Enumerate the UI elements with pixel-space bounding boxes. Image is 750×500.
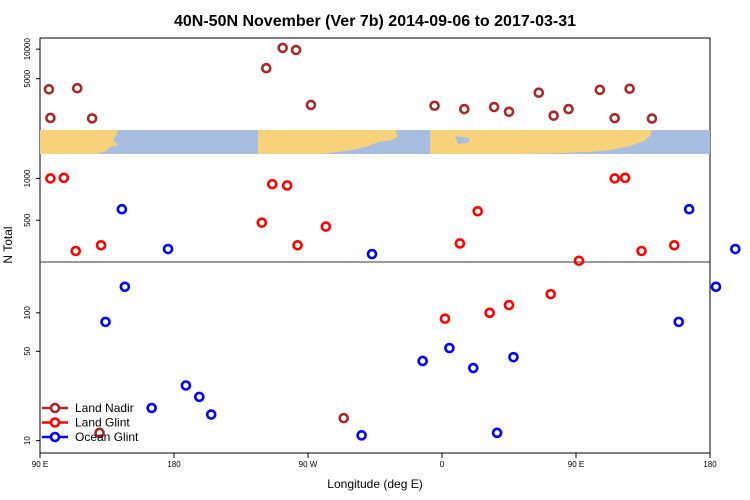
point-land-glint	[484, 307, 495, 319]
legend-marker-land-glint	[49, 417, 61, 428]
y-axis: 10 50 100 500 1000 5000 10000	[23, 38, 40, 445]
legend-label-land-glint: Land Glint	[75, 416, 130, 430]
point-land-glint	[609, 173, 621, 184]
point-land-nadir	[594, 84, 606, 96]
point-ocean-glint	[710, 281, 722, 293]
point-land-nadir	[305, 99, 317, 111]
point-land-nadir	[261, 62, 272, 74]
point-land-nadir	[624, 83, 635, 95]
point-ocean-glint	[467, 362, 479, 374]
lake-region	[455, 136, 470, 144]
land-eurasia-east	[430, 130, 652, 154]
point-ocean-glint	[194, 391, 205, 403]
point-land-glint	[45, 173, 56, 184]
point-land-glint	[545, 288, 556, 300]
point-ocean-glint	[146, 402, 157, 414]
point-land-nadir	[290, 44, 302, 56]
point-land-glint	[668, 239, 680, 251]
point-ocean-glint	[508, 351, 519, 363]
point-land-glint	[320, 221, 332, 232]
point-land-glint	[266, 178, 278, 190]
point-land-nadir	[609, 112, 621, 124]
point-ocean-glint	[444, 342, 455, 354]
point-ocean-glint	[116, 203, 128, 215]
point-ocean-glint	[366, 248, 378, 260]
land-europe-asia	[258, 130, 398, 154]
point-land-glint	[256, 217, 268, 228]
y-tick-label: 50	[23, 346, 32, 355]
y-tick-label: 500	[23, 213, 32, 227]
y-tick-label: 1000	[23, 169, 32, 187]
point-land-nadir	[533, 87, 545, 99]
point-ocean-glint	[673, 316, 685, 328]
point-land-nadir	[548, 110, 559, 121]
point-land-glint	[619, 172, 631, 184]
x-tick-label: 90 W	[299, 460, 318, 469]
point-ocean-glint	[205, 409, 217, 420]
y-tick-label: 10000	[23, 38, 32, 61]
point-land-nadir	[338, 412, 350, 424]
y-tick-label: 100	[23, 306, 32, 320]
point-land-glint	[292, 239, 303, 251]
point-land-nadir	[503, 106, 515, 118]
point-ocean-glint	[119, 281, 131, 293]
legend-label-ocean-glint: Ocean Glint	[75, 430, 139, 444]
x-tick-label: 180	[167, 460, 181, 469]
point-land-glint	[636, 245, 647, 257]
y-tick-label: 10	[23, 436, 32, 445]
point-land-glint	[281, 180, 293, 191]
point-land-glint	[472, 205, 484, 217]
world-map-strip	[40, 130, 710, 154]
point-ocean-glint	[356, 430, 367, 441]
point-land-nadir	[646, 113, 658, 124]
land-north-america	[40, 130, 118, 154]
point-land-nadir	[86, 113, 98, 124]
x-tick-label: 90 E	[568, 460, 584, 469]
point-ocean-glint	[100, 316, 111, 328]
point-ocean-glint	[162, 243, 174, 255]
legend-marker-ocean-glint	[49, 431, 61, 443]
chart-title: 40N-50N November (Ver 7b) 2014-09-06 to …	[174, 13, 576, 30]
point-land-glint	[95, 239, 107, 251]
point-land-glint	[503, 299, 515, 311]
point-ocean-glint	[180, 380, 192, 391]
y-axis-label: N Total	[1, 226, 15, 263]
point-land-nadir	[488, 101, 500, 113]
point-land-glint	[58, 172, 70, 184]
point-ocean-glint	[417, 355, 428, 367]
point-land-glint	[70, 245, 82, 257]
plot-frame	[39, 37, 711, 454]
point-land-nadir	[43, 83, 55, 95]
legend-label-land-nadir: Land Nadir	[75, 401, 134, 415]
x-tick-label: 90 E	[32, 460, 48, 469]
point-land-nadir	[429, 100, 440, 112]
x-axis-label: Longitude (deg E)	[327, 477, 422, 491]
point-land-glint	[454, 238, 466, 249]
point-land-glint	[573, 255, 585, 267]
x-tick-label: 180	[703, 460, 717, 469]
data-points	[43, 42, 741, 441]
point-land-nadir	[71, 82, 83, 94]
point-land-glint	[439, 313, 451, 324]
point-ocean-glint	[491, 427, 503, 439]
point-land-nadir	[94, 427, 105, 439]
point-land-nadir	[277, 42, 288, 54]
point-land-nadir	[563, 103, 574, 115]
y-tick-label: 5000	[23, 69, 32, 87]
x-axis: 90 E 180 90 W 0 90 E 180	[32, 453, 717, 469]
point-ocean-glint	[683, 203, 695, 215]
legend-marker-land-nadir	[49, 402, 61, 414]
point-land-nadir	[45, 112, 56, 124]
point-ocean-glint	[730, 243, 741, 255]
point-land-nadir	[459, 103, 470, 115]
x-tick-label: 0	[440, 460, 445, 469]
